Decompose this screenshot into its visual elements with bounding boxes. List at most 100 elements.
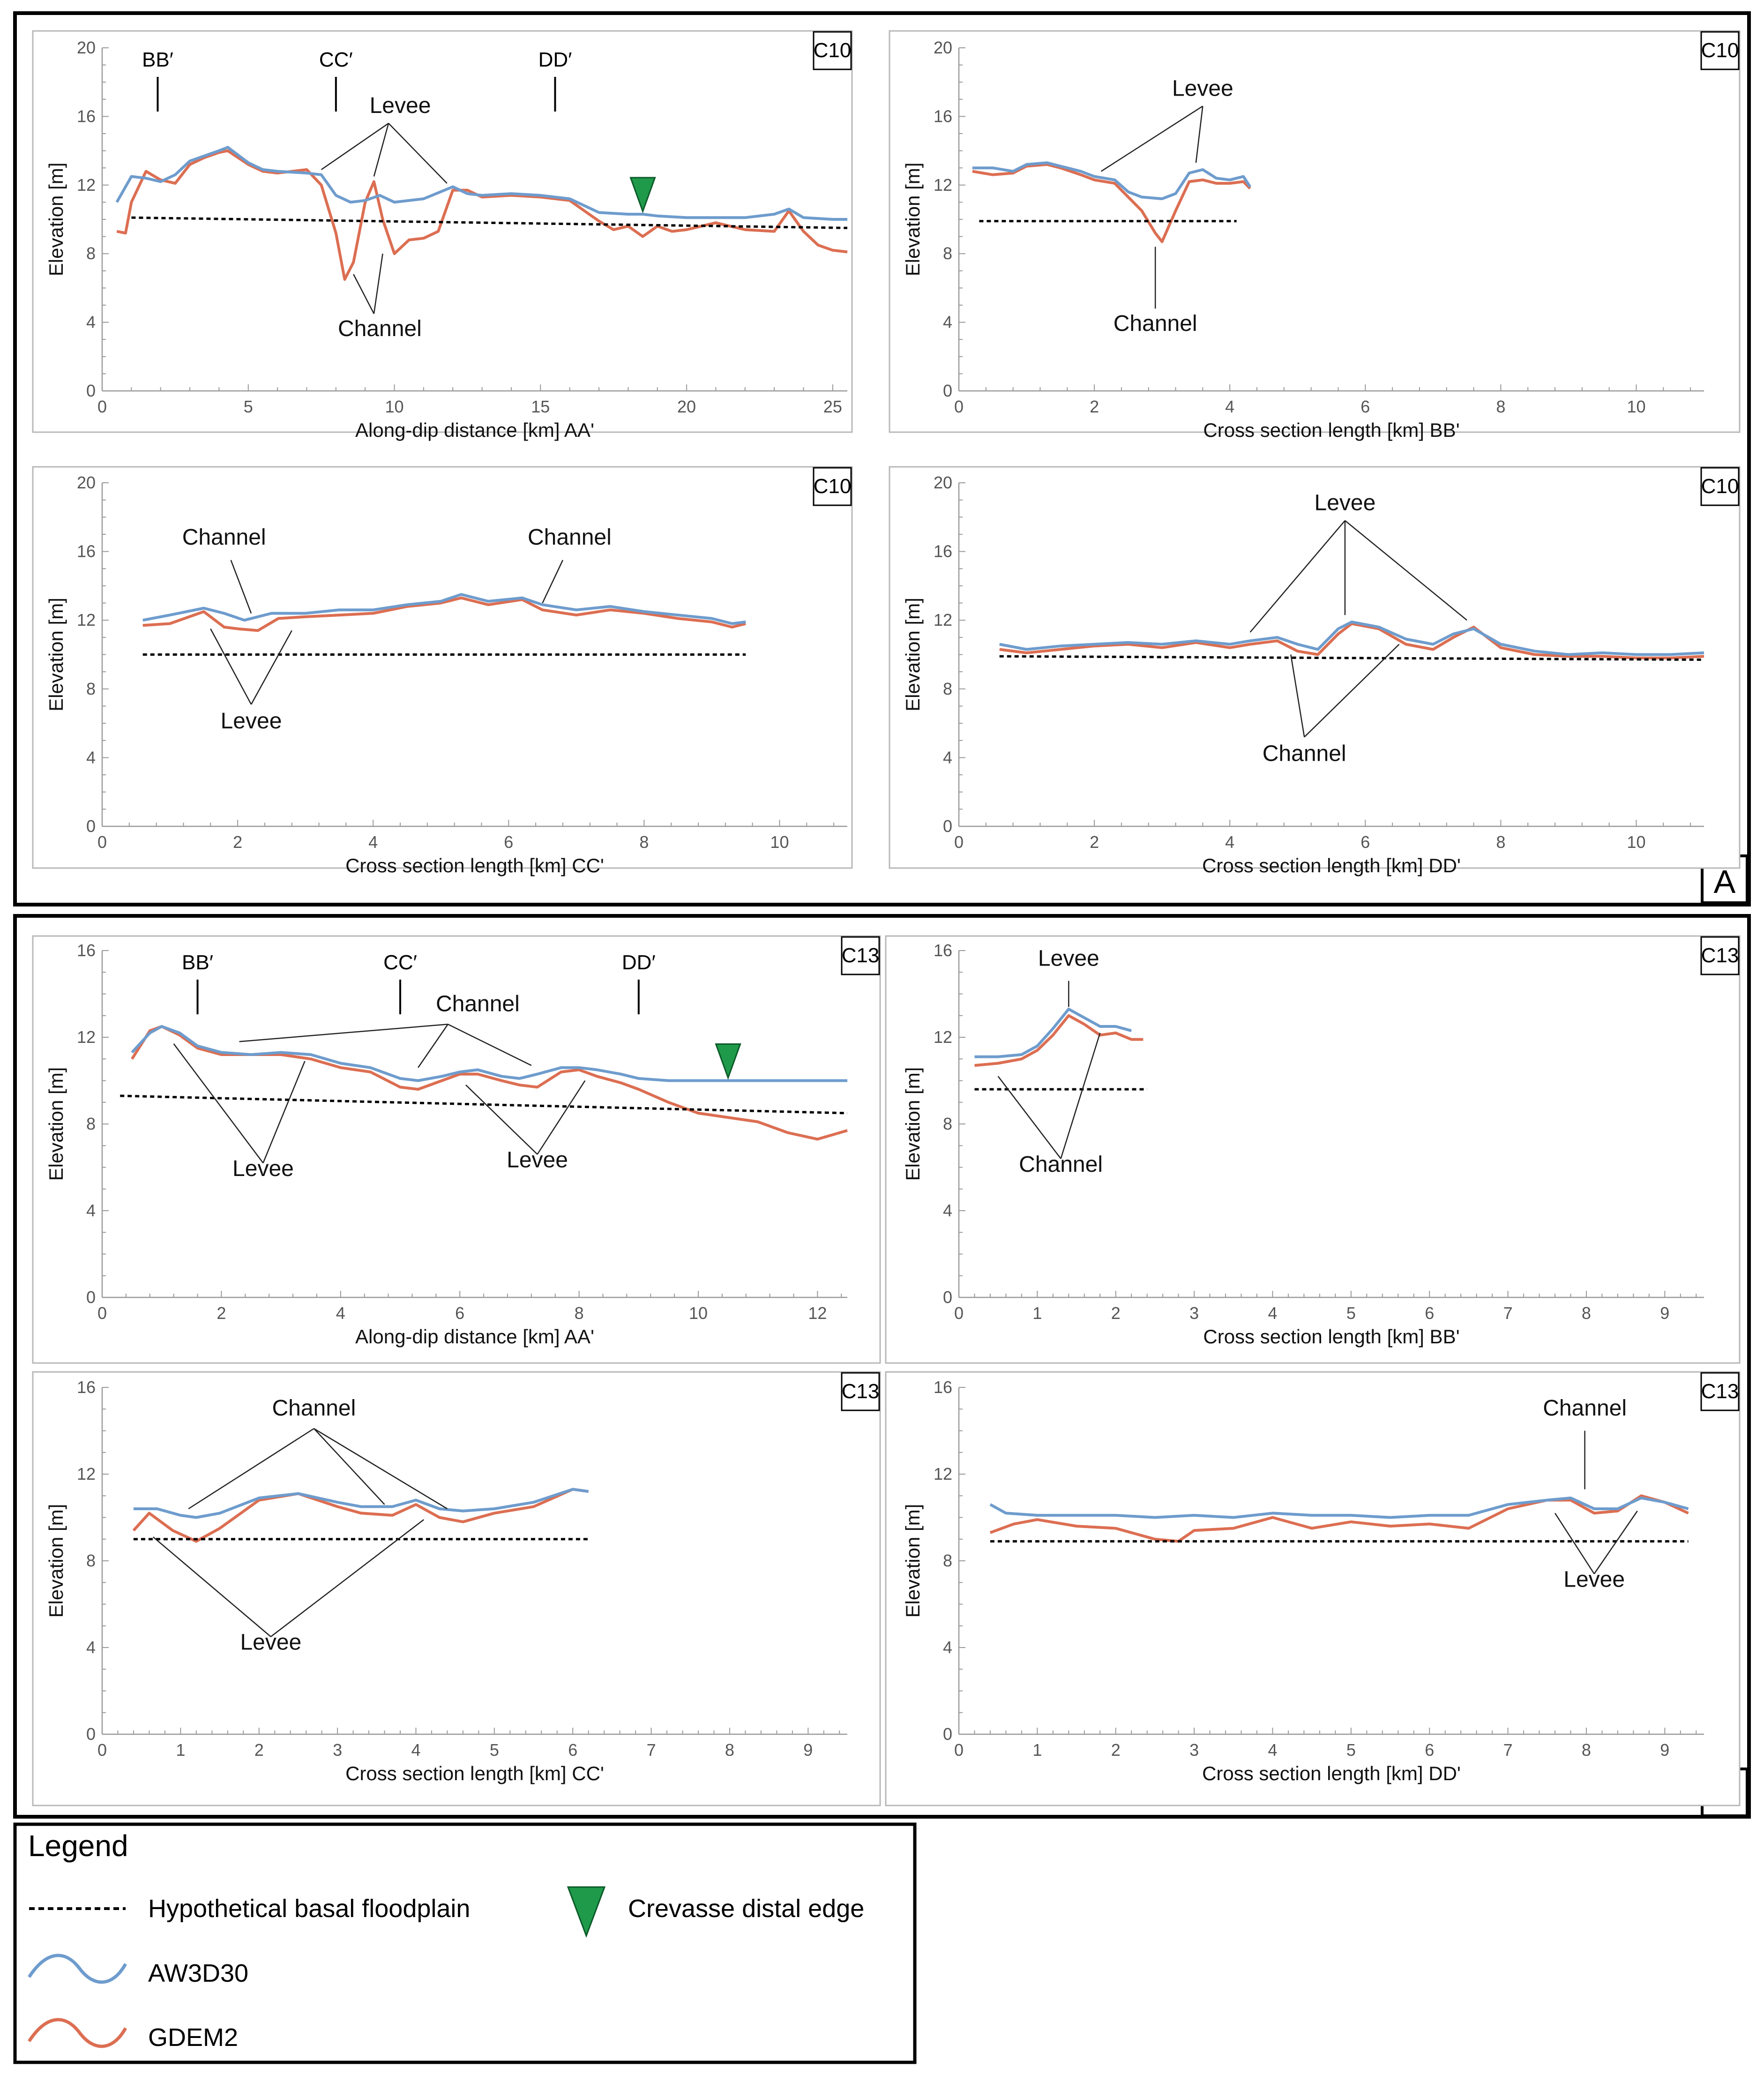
y-tick-label: 0	[943, 817, 952, 836]
y-axis-label: Elevation [m]	[902, 598, 924, 712]
annotation-leader-line	[353, 274, 374, 314]
legend-aw3d30-label: AW3D30	[148, 1959, 248, 1987]
gdem2-series-line	[132, 1488, 589, 1543]
cross-section-marker-label: CC′	[383, 951, 417, 974]
subplot-tag-box	[813, 31, 852, 70]
annotation-label: Levee	[1172, 76, 1233, 101]
y-tick-label: 20	[77, 38, 96, 57]
subplot-border	[32, 1371, 881, 1806]
annotation-label: Levee	[1038, 946, 1099, 971]
subplot-border	[885, 935, 1741, 1364]
x-tick-label: 12	[808, 1303, 827, 1323]
legend-floodplain-label: Hypothetical basal floodplain	[148, 1895, 470, 1923]
x-axis-label: Cross section length [km] BB'	[1203, 419, 1459, 441]
legend-crevasse-label: Crevasse distal edge	[628, 1895, 864, 1923]
chart-a2-c10-bb: 0 4 8 12 16 20 0 2 4 6 8 10 Cross section length [km…	[889, 30, 1741, 441]
x-tick-label: 4	[1225, 397, 1234, 416]
x-tick-label: 0	[97, 397, 107, 416]
annotation-label: Levee	[232, 1156, 294, 1181]
y-tick-label: 4	[86, 1201, 96, 1220]
y-tick-label: 20	[77, 473, 96, 492]
annotation-leader-line	[262, 1061, 306, 1163]
x-tick-label: 2	[1090, 832, 1099, 852]
x-tick-label: 2	[1090, 397, 1099, 416]
x-tick-label: 7	[647, 1740, 656, 1760]
gdem2-series-line	[142, 596, 746, 632]
subplot-tag: C13	[1701, 1380, 1739, 1403]
subplot-tag-box	[841, 936, 880, 975]
x-tick-label: 0	[954, 397, 964, 416]
annotation-label: Channel	[1263, 742, 1346, 766]
y-tick-label: 4	[943, 1201, 952, 1220]
green-down-triangle-icon	[567, 1886, 606, 1938]
floodplain-series-line	[999, 655, 1704, 661]
x-tick-label: 4	[1225, 832, 1234, 852]
cross-section-marker-label: CC′	[319, 48, 353, 71]
red-wave-line-icon	[28, 2018, 127, 2048]
annotation-label: Channel	[436, 992, 520, 1017]
y-tick-label: 12	[934, 1027, 952, 1047]
y-tick-label: 8	[943, 1551, 952, 1570]
legend-title: Legend	[28, 1829, 128, 1863]
y-tick-label: 12	[934, 1464, 952, 1483]
annotation-leader-line	[1345, 520, 1467, 621]
annotation-label: Channel	[1114, 311, 1197, 336]
y-tick-label: 8	[86, 679, 96, 698]
x-tick-label: 8	[639, 832, 649, 852]
x-tick-label: 8	[1582, 1740, 1591, 1760]
gdem2-series-line	[116, 149, 848, 281]
annotation-leader-line	[1249, 520, 1345, 633]
annotation-leader-line	[1304, 644, 1400, 738]
y-tick-label: 16	[934, 542, 952, 561]
annotation-leader-line	[152, 1536, 271, 1637]
annotation-label: Channel	[1543, 1396, 1627, 1421]
x-tick-label: 3	[1189, 1303, 1199, 1323]
annotation-label: Levee	[221, 709, 282, 734]
x-tick-label: 3	[1189, 1740, 1199, 1760]
y-tick-label: 8	[943, 244, 952, 263]
subplot-border	[889, 466, 1741, 869]
x-tick-label: 6	[1360, 397, 1370, 416]
y-axis-label: Elevation [m]	[45, 1504, 67, 1618]
x-tick-label: 5	[1346, 1740, 1356, 1760]
annotation-leader-line	[448, 1024, 532, 1066]
y-tick-label: 12	[77, 175, 96, 195]
annotation-label: Levee	[1315, 491, 1376, 516]
aw3d30-series-line	[989, 1496, 1689, 1519]
x-tick-label: 10	[1627, 832, 1645, 852]
gdem2-series-line	[131, 1025, 848, 1141]
annotation-leader-line	[188, 1428, 314, 1510]
annotation-leader-line	[230, 560, 252, 614]
subplot-tag: C13	[842, 944, 880, 967]
x-tick-label: 4	[368, 832, 378, 852]
x-tick-label: 6	[1425, 1303, 1434, 1323]
x-tick-label: 6	[568, 1740, 577, 1760]
annotation-leader-line	[313, 1428, 385, 1505]
y-axis-label: Elevation [m]	[45, 598, 67, 712]
x-tick-label: 0	[954, 832, 964, 852]
cross-section-marker-label: BB′	[182, 951, 213, 974]
panel-a-frame	[13, 11, 1751, 906]
y-tick-label: 0	[943, 1724, 952, 1744]
x-tick-label: 1	[1032, 1740, 1042, 1760]
panel-b-frame	[13, 914, 1751, 1819]
y-tick-label: 20	[934, 473, 952, 492]
annotation-label: Levee	[1563, 1567, 1625, 1592]
x-tick-label: 0	[97, 1303, 107, 1323]
legend-gdem2-label: GDEM2	[148, 2023, 238, 2052]
gdem2-series-line	[999, 622, 1704, 659]
annotation-leader-line	[314, 1428, 448, 1510]
x-tick-label: 2	[233, 832, 242, 852]
x-tick-label: 9	[1660, 1740, 1669, 1760]
y-tick-label: 16	[934, 941, 952, 960]
y-tick-label: 12	[934, 610, 952, 629]
legend-frame	[13, 1822, 917, 2064]
subplot-tag: C13	[1701, 944, 1739, 967]
x-tick-label: 2	[254, 1740, 264, 1760]
y-axis-label: Elevation [m]	[45, 1067, 67, 1181]
aw3d30-series-line	[972, 161, 1252, 201]
x-tick-label: 5	[1346, 1303, 1356, 1323]
annotation-leader-line	[250, 630, 292, 705]
annotation-label: Channel	[182, 525, 266, 550]
